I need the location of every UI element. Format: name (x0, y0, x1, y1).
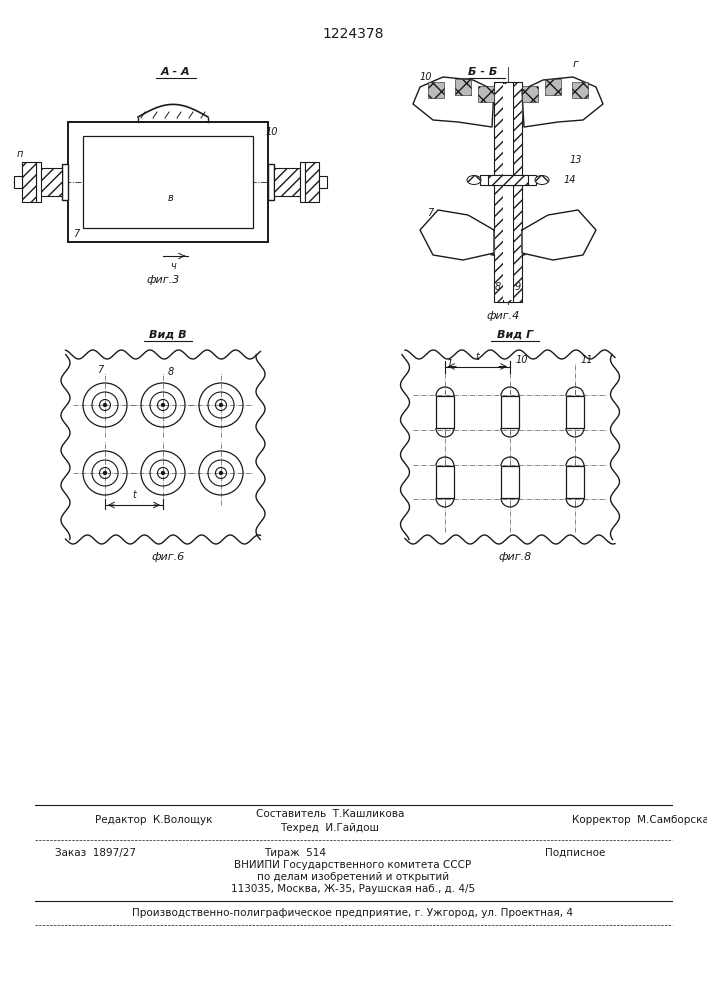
Text: Тираж  514: Тираж 514 (264, 848, 326, 858)
Bar (268, 164, 274, 200)
Text: ч: ч (170, 261, 176, 271)
Text: фиг.6: фиг.6 (151, 552, 185, 562)
Bar (501, 396, 519, 428)
Text: 8: 8 (495, 282, 501, 292)
Bar (319, 176, 327, 188)
Bar (436, 466, 454, 498)
Polygon shape (420, 210, 494, 260)
Bar (274, 168, 300, 196)
Ellipse shape (467, 176, 481, 184)
Bar (62, 164, 68, 200)
Bar (428, 82, 444, 98)
Bar (566, 466, 584, 498)
Text: Составитель  Т.Кашликова: Составитель Т.Кашликова (256, 809, 404, 819)
Circle shape (103, 403, 107, 406)
Text: 14: 14 (563, 175, 576, 185)
Bar (68, 122, 268, 242)
Text: 10: 10 (266, 127, 279, 137)
Bar (494, 82, 522, 302)
Text: Заказ  1897/27: Заказ 1897/27 (55, 848, 136, 858)
Bar (488, 175, 528, 185)
Text: г: г (573, 59, 579, 69)
Text: Редактор  К.Волощук: Редактор К.Волощук (95, 815, 213, 825)
Bar (566, 396, 584, 428)
Bar (522, 86, 538, 102)
Text: фиг.3: фиг.3 (146, 275, 180, 285)
Bar (36, 168, 62, 196)
Text: 7: 7 (73, 229, 79, 239)
Bar (455, 79, 471, 95)
Text: 113035, Москва, Ж-35, Раушская наб., д. 4/5: 113035, Москва, Ж-35, Раушская наб., д. … (231, 884, 475, 894)
Text: в: в (168, 193, 174, 203)
Circle shape (219, 472, 223, 475)
Polygon shape (522, 210, 596, 260)
Text: Корректор  М.Самборская: Корректор М.Самборская (572, 815, 707, 825)
Text: ВНИИПИ Государственного комитета СССР: ВНИИПИ Государственного комитета СССР (235, 860, 472, 870)
Text: фиг.4: фиг.4 (486, 311, 520, 321)
Text: 8: 8 (168, 367, 174, 377)
Bar (480, 175, 536, 185)
Bar (545, 79, 561, 95)
Polygon shape (522, 77, 603, 127)
Polygon shape (413, 77, 494, 127)
Circle shape (103, 472, 107, 475)
Bar (436, 396, 454, 428)
Circle shape (219, 403, 223, 406)
Bar (305, 162, 319, 202)
Text: 9: 9 (515, 282, 521, 292)
Text: Подписное: Подписное (545, 848, 605, 858)
Text: Вид Г: Вид Г (497, 330, 533, 340)
Text: А - А: А - А (161, 67, 191, 77)
Text: t: t (476, 352, 479, 361)
Text: Вид В: Вид В (149, 330, 187, 340)
Bar (36, 162, 41, 202)
Text: 7: 7 (427, 208, 433, 218)
Text: 11: 11 (580, 355, 593, 365)
Bar (14, 176, 22, 188)
Circle shape (161, 472, 165, 475)
Text: фиг.8: фиг.8 (498, 552, 532, 562)
Bar (22, 162, 36, 202)
Text: 10: 10 (515, 355, 528, 365)
Text: Техред  И.Гайдош: Техред И.Гайдош (281, 823, 380, 833)
Bar (501, 466, 519, 498)
Bar (300, 162, 305, 202)
Text: 1: 1 (447, 359, 453, 369)
Bar (83, 136, 253, 228)
Text: Производственно-полиграфическое предприятие, г. Ужгород, ул. Проектная, 4: Производственно-полиграфическое предприя… (132, 908, 573, 918)
Ellipse shape (535, 176, 549, 184)
Circle shape (161, 403, 165, 406)
Text: 10: 10 (420, 72, 432, 82)
Text: t: t (132, 490, 136, 500)
Bar (478, 86, 494, 102)
Text: 7: 7 (97, 365, 103, 375)
Text: 13: 13 (570, 155, 583, 165)
Text: 1224378: 1224378 (322, 27, 384, 41)
Text: Б - Б: Б - Б (468, 67, 498, 77)
Text: п: п (17, 149, 23, 159)
Bar (503, 84, 513, 300)
Text: по делам изобретений и открытий: по делам изобретений и открытий (257, 872, 449, 882)
Bar (572, 82, 588, 98)
